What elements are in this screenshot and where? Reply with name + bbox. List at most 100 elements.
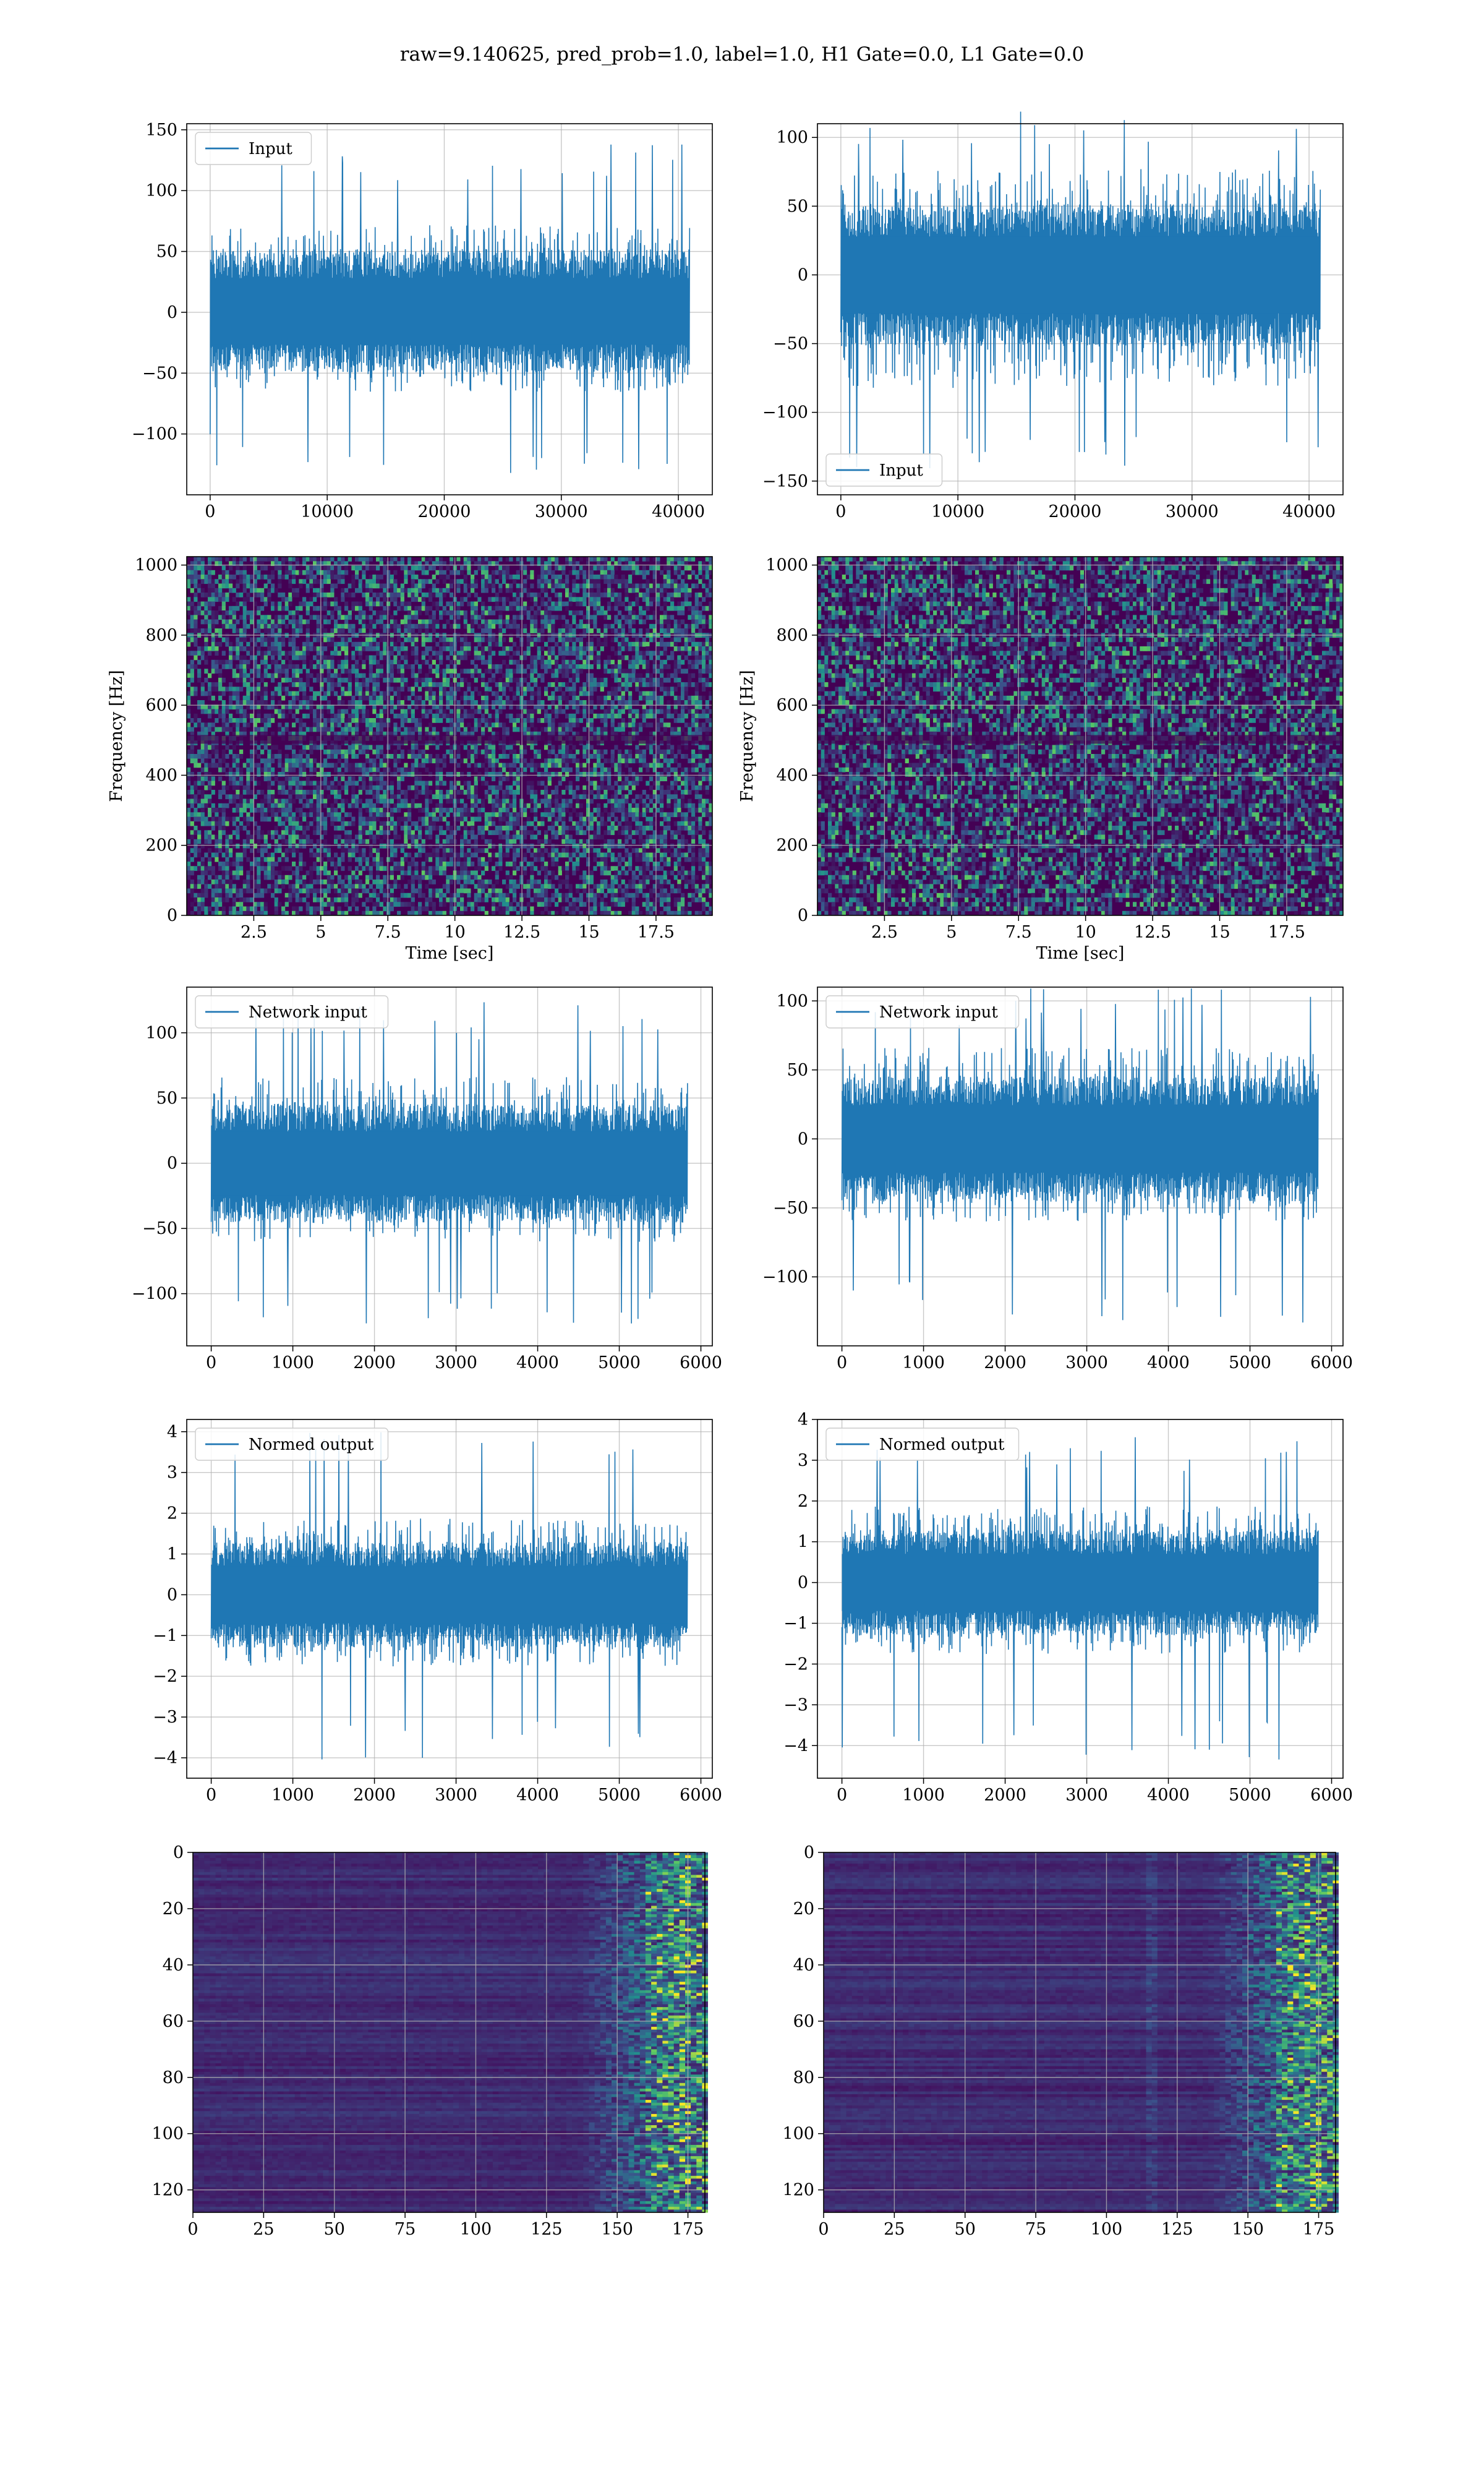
spectrogram-cell	[274, 754, 278, 759]
spectrogram-cell	[582, 628, 587, 633]
spectrogram-cell	[684, 767, 688, 773]
spectrogram-cell	[267, 718, 271, 723]
spectrogram-cell	[537, 579, 541, 584]
spectrogram-cell	[323, 593, 328, 597]
spectrogram-cell	[197, 565, 202, 571]
spectrogram-cell	[565, 601, 569, 607]
spectrogram-cell	[326, 754, 331, 759]
spectrogram-cell	[204, 565, 208, 571]
spectrogram-cell	[516, 754, 520, 759]
spectrogram-cell	[673, 677, 678, 683]
spectrogram-cell	[555, 713, 559, 719]
spectrogram-cell	[540, 583, 545, 589]
spectrogram-cell	[603, 713, 608, 719]
spectrogram-cell	[635, 722, 639, 728]
spectrogram-cell	[414, 754, 419, 759]
spectrogram-cell	[691, 718, 696, 723]
spectrogram-cell	[414, 673, 419, 678]
spectrogram-cell	[221, 700, 226, 705]
spectrogram-cell	[492, 637, 496, 643]
spectrogram-cell	[316, 606, 320, 611]
spectrogram-cell	[561, 565, 566, 571]
spectrogram-cell	[610, 570, 615, 575]
spectrogram-cell	[505, 727, 510, 732]
spectrogram-cell	[215, 659, 219, 665]
spectrogram-cell	[236, 673, 240, 678]
spectrogram-cell	[614, 772, 618, 777]
spectrogram-cell	[257, 718, 261, 723]
spectrogram-cell	[194, 785, 198, 790]
spectrogram-cell	[194, 637, 198, 643]
spectrogram-cell	[635, 776, 639, 782]
spectrogram-cell	[610, 754, 615, 759]
spectrogram-cell	[582, 749, 587, 755]
spectrogram-cell	[190, 561, 194, 567]
spectrogram-cell	[376, 641, 380, 647]
spectrogram-cell	[190, 677, 194, 683]
spectrogram-cell	[691, 557, 696, 562]
spectrogram-cell	[625, 776, 629, 782]
spectrogram-cell	[642, 570, 646, 575]
spectrogram-cell	[488, 785, 492, 790]
spectrogram-cell	[652, 758, 657, 764]
spectrogram-cell	[649, 691, 654, 696]
spectrogram-cell	[414, 700, 419, 705]
spectrogram-cell	[344, 641, 349, 647]
spectrogram-cell	[435, 704, 440, 710]
spectrogram-cell	[260, 575, 265, 580]
spectrogram-cell	[218, 790, 223, 795]
spectrogram-cell	[691, 673, 696, 678]
spectrogram-cell	[348, 704, 352, 710]
spectrogram-cell	[463, 561, 467, 567]
spectrogram-cell	[379, 561, 383, 567]
spectrogram-cell	[677, 561, 681, 567]
spectrogram-cell	[305, 606, 310, 611]
spectrogram-cell	[242, 588, 247, 593]
spectrogram-cell	[404, 727, 408, 732]
spectrogram-cell	[526, 731, 531, 737]
spectrogram-cell	[229, 579, 233, 584]
spectrogram-cell	[299, 606, 303, 611]
spectrogram-cell	[544, 691, 548, 696]
spectrogram-cell	[484, 669, 488, 674]
spectrogram-cell	[709, 727, 713, 732]
spectrogram-cell	[558, 651, 562, 656]
spectrogram-cell	[534, 704, 538, 710]
spectrogram-cell	[593, 615, 597, 620]
spectrogram-cell	[365, 718, 370, 723]
spectrogram-cell	[597, 651, 601, 656]
spectrogram-cell	[221, 790, 226, 795]
spectrogram-cell	[456, 651, 461, 656]
spectrogram-cell	[365, 749, 370, 755]
spectrogram-cell	[547, 722, 552, 728]
spectrogram-cell	[365, 772, 370, 777]
spectrogram-cell	[586, 623, 591, 629]
spectrogram-cell	[221, 709, 226, 714]
spectrogram-cell	[589, 673, 594, 678]
spectrogram-cell	[705, 664, 709, 669]
spectrogram-cell	[400, 677, 404, 683]
spectrogram-cell	[484, 695, 488, 701]
spectrogram-cell	[393, 691, 398, 696]
spectrogram-cell	[509, 583, 513, 589]
spectrogram-cell	[547, 682, 552, 687]
spectrogram-cell	[523, 772, 527, 777]
spectrogram-cell	[313, 597, 317, 602]
spectrogram-cell	[295, 619, 299, 625]
spectrogram-cell	[221, 727, 226, 732]
spectrogram-cell	[652, 583, 657, 589]
spectrogram-cell	[316, 691, 320, 696]
spectrogram-cell	[660, 772, 664, 777]
spectrogram-cell	[593, 731, 597, 737]
spectrogram-cell	[677, 727, 681, 732]
spectrogram-cell	[688, 700, 692, 705]
spectrogram-cell	[334, 669, 338, 674]
spectrogram-cell	[257, 575, 261, 580]
spectrogram-cell	[281, 615, 286, 620]
spectrogram-cell	[646, 579, 650, 584]
spectrogram-cell	[221, 749, 226, 755]
spectrogram-cell	[400, 767, 404, 773]
spectrogram-cell	[288, 583, 292, 589]
spectrogram-cell	[218, 593, 223, 597]
spectrogram-cell	[534, 641, 538, 647]
